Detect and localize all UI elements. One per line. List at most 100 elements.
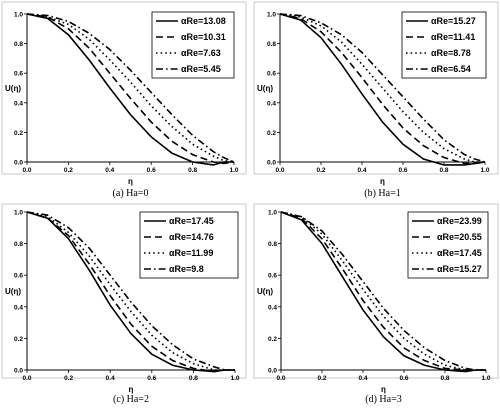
series-line-2 <box>26 211 235 371</box>
y-tick-label: 1.0 <box>14 12 23 19</box>
chart-panel-3: 0.0 0.2 0.4 0.6 0.8 1.0 0.0 0.2 0.4 0.6 0.8 1.0 η U(η… <box>253 203 499 405</box>
series-line-1 <box>280 211 486 371</box>
legend-entry: αRe=15.27 <box>431 16 476 26</box>
x-tick-label: 0.4 <box>106 375 115 382</box>
chart-panel-2: 0.0 0.2 0.4 0.6 0.8 1.0 0.0 0.2 0.4 0.6 0.8 1.0 η U(η… <box>1 203 247 405</box>
y-tick-label: 0.6 <box>267 71 276 78</box>
series-line-1 <box>26 211 235 373</box>
x-tick-label: 0.6 <box>398 167 407 174</box>
y-tick-label: 0.4 <box>14 304 23 311</box>
series-line-0 <box>279 13 486 166</box>
y-tick-label: 0.2 <box>268 336 277 343</box>
y-tick-label: 0.0 <box>267 160 276 167</box>
y-tick-label: 0.2 <box>14 130 23 137</box>
x-tick-label: 0.6 <box>147 167 156 174</box>
y-tick-label: 0.8 <box>268 241 277 248</box>
series-line-0 <box>26 13 234 166</box>
x-axis-title: η <box>128 177 133 186</box>
y-tick-label: 0.4 <box>267 100 276 107</box>
panel-caption: (d) Ha=3 <box>365 394 401 405</box>
series-line-2 <box>280 211 486 371</box>
panel-caption: (b) Ha=1 <box>364 188 400 199</box>
chart-panel-0: 0.0 0.2 0.4 0.6 0.8 1.0 0.0 0.2 0.4 0.6 0.8 1.0 η U(η… <box>1 1 247 199</box>
legend-entry: αRe=8.78 <box>431 48 471 58</box>
x-tick-label: 1.0 <box>481 375 490 382</box>
x-tick-label: 0.8 <box>439 167 448 174</box>
y-tick-label: 0.8 <box>14 41 23 48</box>
y-tick-label: 0.8 <box>14 241 23 248</box>
panel-frame <box>253 203 499 379</box>
series-line-3 <box>279 13 486 163</box>
legend-entry: αRe=7.63 <box>181 48 221 58</box>
x-tick-label: 0.0 <box>276 375 285 382</box>
x-tick-label: 0.4 <box>358 375 367 382</box>
x-tick-label: 1.0 <box>230 375 239 382</box>
x-tick-label: 1.0 <box>229 167 238 174</box>
y-tick-label: 0.6 <box>14 273 23 280</box>
legend-box <box>139 211 239 279</box>
panel-caption: (c) Ha=2 <box>113 394 149 405</box>
series-line-0 <box>280 211 486 373</box>
legend-box <box>407 211 489 279</box>
y-tick-label: 0.0 <box>14 160 23 167</box>
y-tick-label: 0.4 <box>14 100 23 107</box>
y-tick-label: 1.0 <box>14 210 23 217</box>
panel-frame <box>1 203 247 379</box>
y-axis-title: U(η) <box>5 287 21 296</box>
y-axis-title: U(η) <box>257 287 273 296</box>
x-tick-label: 0.2 <box>317 375 326 382</box>
legend-entry: αRe=10.31 <box>181 32 226 42</box>
legend-entry: αRe=17.45 <box>169 216 214 226</box>
y-tick-label: 1.0 <box>268 210 277 217</box>
x-tick-label: 0.2 <box>64 375 73 382</box>
legend-entry: αRe=9.8 <box>169 264 204 274</box>
legend-entry: αRe=11.99 <box>169 248 213 258</box>
x-axis-title: η <box>380 177 385 186</box>
x-tick-label: 0.4 <box>105 167 114 174</box>
series-line-3 <box>280 211 486 371</box>
legend-entry: αRe=6.54 <box>431 64 471 74</box>
panel-caption: (a) Ha=0 <box>113 188 149 199</box>
x-tick-label: 0.6 <box>399 375 408 382</box>
y-tick-label: 0.8 <box>267 41 276 48</box>
legend-entry: αRe=20.55 <box>437 232 482 242</box>
legend-entry: αRe=11.41 <box>431 32 475 42</box>
x-tick-label: 0.4 <box>357 167 366 174</box>
panel-frame <box>1 1 247 175</box>
series-line-2 <box>26 13 235 163</box>
y-tick-label: 0.0 <box>14 368 23 375</box>
x-tick-label: 0.8 <box>189 375 198 382</box>
y-tick-label: 1.0 <box>267 12 276 19</box>
legend-entry: αRe=14.76 <box>169 232 214 242</box>
legend-entry: αRe=23.99 <box>437 216 482 226</box>
y-tick-label: 0.6 <box>14 71 23 78</box>
y-tick-label: 0.0 <box>268 368 277 375</box>
x-axis-title: η <box>129 385 134 394</box>
series-line-3 <box>26 13 235 163</box>
y-axis-title: U(η) <box>5 84 21 93</box>
y-tick-label: 0.4 <box>268 304 277 311</box>
legend-entry: αRe=13.08 <box>181 16 226 26</box>
y-tick-label: 0.6 <box>268 273 277 280</box>
panel-frame <box>253 1 499 175</box>
y-tick-label: 0.2 <box>267 130 276 137</box>
x-tick-label: 0.0 <box>22 375 31 382</box>
x-tick-label: 0.2 <box>64 167 73 174</box>
y-axis-title: U(η) <box>257 84 273 93</box>
series-line-1 <box>26 13 235 165</box>
x-tick-label: 0.8 <box>188 167 197 174</box>
legend-box <box>401 11 487 79</box>
x-tick-label: 0.0 <box>275 167 284 174</box>
legend-entry: αRe=17.45 <box>437 248 482 258</box>
legend-box <box>151 11 235 79</box>
x-tick-label: 1.0 <box>480 167 489 174</box>
legend-entry: αRe=5.45 <box>181 64 221 74</box>
x-tick-label: 0.6 <box>147 375 156 382</box>
chart-panel-1: 0.0 0.2 0.4 0.6 0.8 1.0 0.0 0.2 0.4 0.6 0.8 1.0 η U(η… <box>253 1 499 199</box>
series-line-3 <box>26 211 235 371</box>
y-tick-label: 0.2 <box>14 336 23 343</box>
legend-entry: αRe=15.27 <box>437 264 482 274</box>
x-tick-label: 0.2 <box>316 167 325 174</box>
x-tick-label: 0.0 <box>22 167 31 174</box>
